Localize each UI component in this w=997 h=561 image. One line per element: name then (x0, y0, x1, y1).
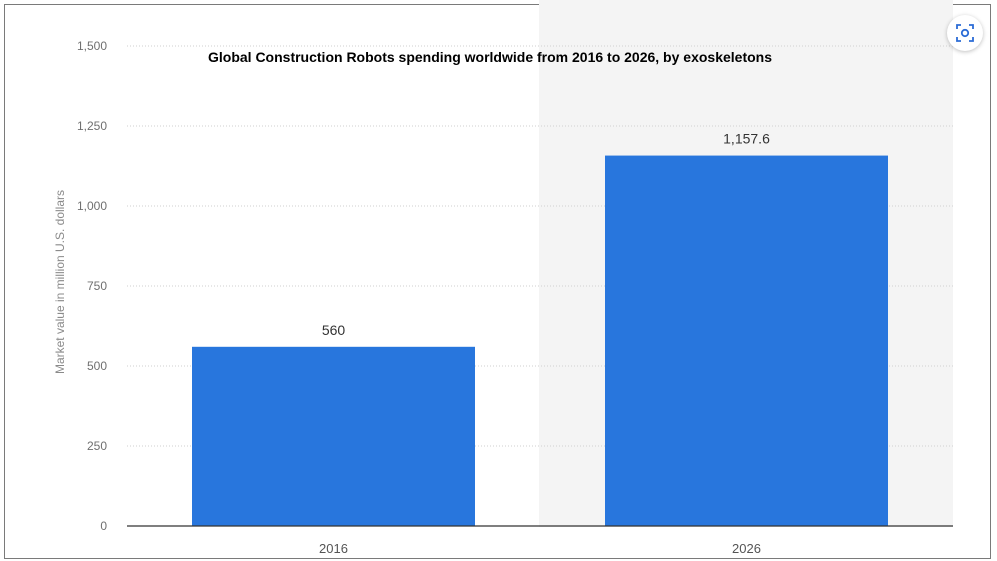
x-tick-label: 2016 (319, 541, 348, 556)
y-tick-label: 0 (100, 519, 107, 533)
y-tick-label: 750 (87, 279, 107, 293)
y-tick-label: 500 (87, 359, 107, 373)
y-tick-label: 1,250 (77, 119, 107, 133)
expand-view-icon (956, 24, 974, 42)
expand-view-button[interactable] (947, 15, 983, 51)
bar-value-label: 560 (322, 322, 346, 338)
y-tick-label: 1,500 (77, 39, 107, 53)
bar (192, 346, 475, 526)
chart-frame (4, 4, 991, 559)
bar-value-label: 1,157.6 (723, 131, 770, 147)
y-tick-label: 1,000 (77, 199, 107, 213)
x-tick-label: 2026 (732, 541, 761, 556)
bar (605, 155, 888, 526)
y-tick-label: 250 (87, 439, 107, 453)
chart-title-text: Global Construction Robots spending worl… (208, 49, 772, 65)
